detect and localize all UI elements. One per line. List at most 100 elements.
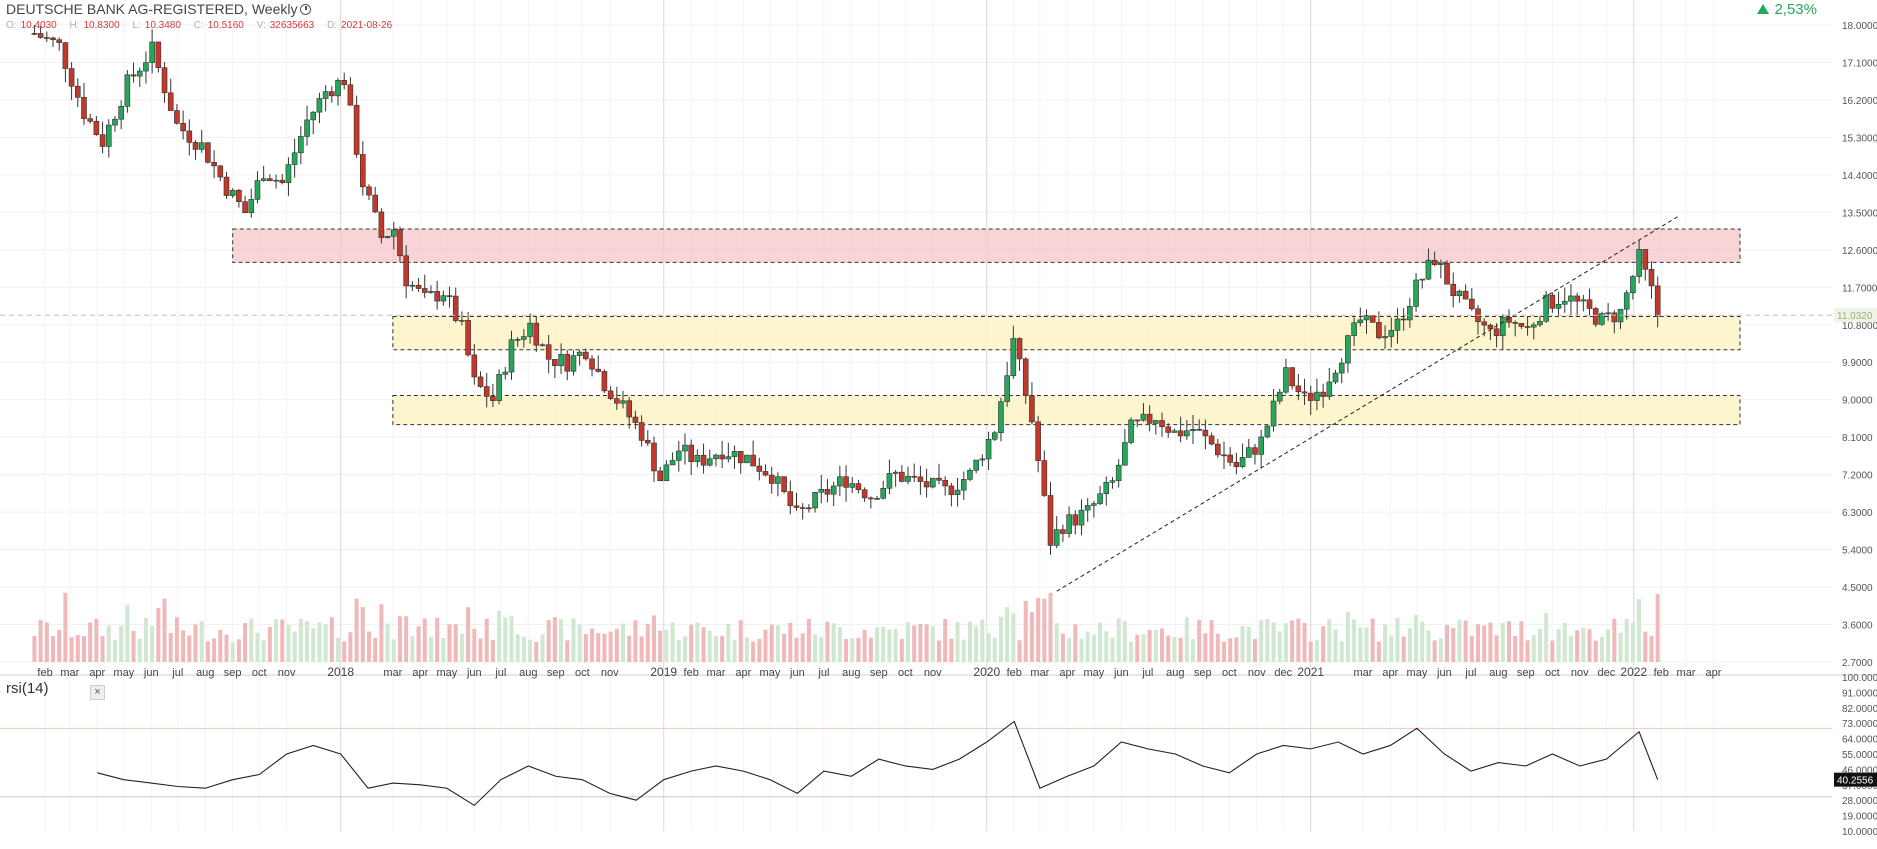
rsi-last-box — [1834, 772, 1877, 787]
volume-bar — [924, 624, 929, 662]
candle — [923, 481, 930, 488]
candle — [1499, 316, 1506, 337]
close-icon[interactable]: × — [90, 685, 105, 700]
ohlc-low: 10.3480 — [144, 20, 181, 31]
volume-bar — [825, 621, 830, 662]
volume-bar — [1178, 637, 1183, 662]
volume-bar — [1215, 633, 1220, 662]
candle — [1109, 480, 1116, 483]
candle — [112, 118, 118, 126]
candle — [465, 319, 471, 356]
candle — [1264, 425, 1271, 438]
y-tick-label: 3.6000 — [1842, 621, 1873, 632]
candle — [756, 465, 763, 472]
volume-bar — [788, 622, 793, 662]
candle — [1245, 447, 1252, 458]
volume-bar — [1352, 619, 1357, 662]
volume-bar — [1073, 624, 1078, 662]
y-tick-label: 10.8000 — [1842, 321, 1877, 332]
volume-bar — [1296, 618, 1301, 662]
rsi-line — [97, 720, 1659, 807]
candle — [285, 164, 292, 183]
candle — [1004, 375, 1010, 402]
volume-bar — [1265, 618, 1270, 662]
volume-bar — [1327, 619, 1332, 662]
candle — [1413, 279, 1419, 307]
volume-bar — [478, 638, 483, 662]
volume-bar — [1358, 627, 1363, 662]
volume-bar — [280, 619, 285, 662]
candle — [1091, 503, 1097, 506]
candle — [638, 422, 645, 441]
volume-bar — [255, 633, 260, 662]
volume-bar — [992, 637, 997, 662]
candle — [700, 454, 707, 466]
candle — [1605, 312, 1611, 315]
candle — [477, 376, 484, 387]
volume-bar — [373, 637, 378, 662]
volume-bar — [44, 622, 49, 662]
candle — [1568, 295, 1574, 302]
volume-bar — [1017, 640, 1022, 662]
rsi-y-tick-label: 10.0000 — [1842, 827, 1877, 838]
volume-bar — [1036, 597, 1041, 662]
y-tick-label: 11.7000 — [1842, 283, 1877, 294]
y-tick-label: 17.1000 — [1842, 58, 1877, 69]
candle — [1388, 330, 1395, 337]
volume-bar — [1160, 628, 1165, 662]
volume-bar — [658, 630, 663, 662]
ohlc-date: 2021-08-26 — [341, 20, 393, 31]
volume-bar — [484, 618, 489, 662]
candle — [576, 351, 583, 356]
candle — [1524, 326, 1531, 328]
volume-bar — [435, 617, 440, 662]
candle — [1159, 420, 1165, 428]
candle — [521, 336, 527, 340]
candle — [1066, 514, 1072, 534]
candle — [1084, 505, 1091, 511]
candle — [1518, 323, 1525, 327]
volume-bar — [627, 635, 632, 662]
volume-bar — [744, 637, 749, 662]
candle — [1462, 290, 1469, 300]
volume-bar — [639, 636, 644, 662]
volume-bar — [311, 628, 316, 662]
candle — [347, 84, 354, 106]
candle — [217, 165, 224, 178]
clock-icon[interactable] — [300, 4, 312, 15]
candle — [713, 454, 719, 460]
x-tick-label: nov — [924, 667, 942, 679]
candle — [793, 505, 800, 508]
candle — [329, 91, 335, 97]
volume-bar — [143, 617, 148, 662]
volume-bar — [453, 624, 458, 662]
ohlc-open: 10.4030 — [20, 20, 57, 31]
candle — [440, 295, 447, 302]
candle — [409, 284, 416, 287]
volume-bar — [69, 637, 74, 662]
candle — [1363, 315, 1370, 321]
candle — [583, 351, 589, 360]
volume-bar — [1643, 631, 1648, 662]
candle — [1425, 259, 1432, 280]
volume-bar — [274, 619, 279, 662]
y-tick-label: 4.5000 — [1842, 583, 1873, 594]
candle — [248, 199, 255, 214]
candle — [675, 450, 682, 461]
candle — [1227, 454, 1233, 463]
volume-bar — [552, 617, 557, 662]
x-tick-label: aug — [1166, 667, 1184, 679]
candle — [1276, 391, 1283, 402]
volume-bar — [1129, 641, 1134, 662]
volume-bar — [515, 634, 520, 662]
volume-bar — [391, 639, 396, 662]
candle — [1654, 285, 1661, 317]
x-tick-label: feb — [1654, 667, 1669, 679]
candle — [1214, 443, 1221, 456]
x-tick-label: oct — [1222, 667, 1237, 679]
price-change-value: 2,53% — [1774, 1, 1817, 18]
up-arrow-icon — [1757, 4, 1770, 14]
candle — [731, 451, 738, 457]
volume-bar — [51, 636, 56, 662]
